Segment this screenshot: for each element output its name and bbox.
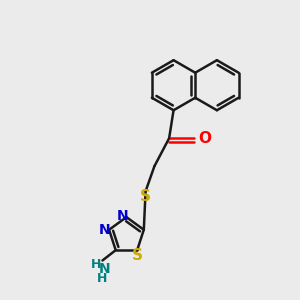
Text: N: N	[117, 209, 129, 223]
Text: S: S	[132, 248, 143, 263]
Text: H: H	[97, 272, 107, 285]
Text: N: N	[99, 223, 110, 237]
Text: O: O	[199, 131, 212, 146]
Text: H: H	[91, 258, 101, 271]
Text: S: S	[140, 189, 151, 204]
Text: N: N	[99, 262, 111, 276]
